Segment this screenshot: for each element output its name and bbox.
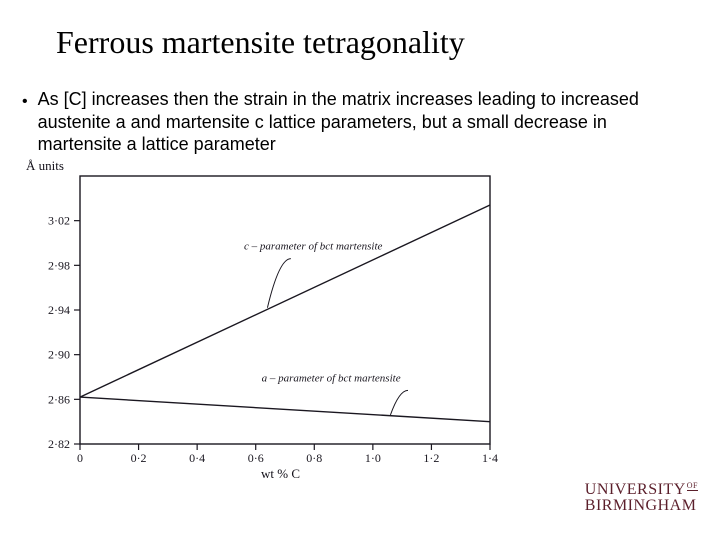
svg-text:2·86: 2·86 (48, 392, 70, 406)
svg-text:1·4: 1·4 (482, 451, 498, 465)
svg-text:0·2: 0·2 (131, 451, 147, 465)
chart-svg: 0 0·2 0·4 0·6 0·8 1·0 1·2 1·4 2·82 2·86 2·90 2·94 2·… (22, 168, 512, 478)
bullet-text: As [C] increases then the strain in the … (38, 88, 692, 156)
bullet-dot-icon: • (22, 92, 28, 112)
bullet-item: • As [C] increases then the strain in th… (22, 88, 692, 156)
svg-text:1·2: 1·2 (423, 451, 439, 465)
svg-text:2·82: 2·82 (48, 437, 70, 451)
svg-text:2·94: 2·94 (48, 303, 70, 317)
svg-text:2·90: 2·90 (48, 348, 70, 362)
bullet-list: • As [C] increases then the strain in th… (22, 88, 692, 156)
svg-text:0·6: 0·6 (248, 451, 264, 465)
university-logo: UNIVERSITYOF BIRMINGHAM (585, 482, 698, 514)
svg-text:0: 0 (77, 451, 83, 465)
svg-text:2·98: 2·98 (48, 258, 70, 272)
svg-text:0·4: 0·4 (189, 451, 205, 465)
logo-line2: BIRMINGHAM (585, 498, 698, 514)
svg-text:1·0: 1·0 (365, 451, 381, 465)
svg-text:c – parameter of bct martensit: c – parameter of bct martensite (244, 241, 383, 253)
slide-title: Ferrous martensite tetragonality (56, 24, 465, 61)
svg-text:0·8: 0·8 (306, 451, 322, 465)
svg-text:a – parameter of bct martensit: a – parameter of bct martensite (262, 372, 401, 384)
lattice-parameter-chart: Å units 00·20·40·60·81·01·21·42·822·862·… (22, 168, 512, 483)
x-axis-label: wt % C (261, 466, 300, 482)
logo-of: OF (687, 481, 698, 491)
svg-text:3·02: 3·02 (48, 214, 70, 228)
y-axis-label: Å units (26, 158, 64, 174)
logo-line1: UNIVERSITY (585, 481, 686, 498)
